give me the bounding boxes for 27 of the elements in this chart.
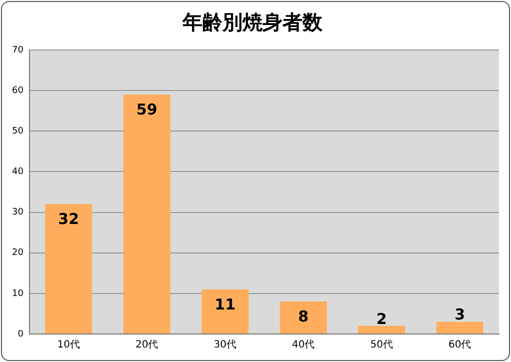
x-tick-label: 60代 xyxy=(448,340,472,351)
y-tick-label: 40 xyxy=(12,167,24,178)
y-tick-label: 50 xyxy=(12,126,24,136)
x-tick-label: 10代 xyxy=(57,340,80,351)
x-tick-label: 40代 xyxy=(292,340,315,351)
bar xyxy=(202,289,249,334)
data-label: 2 xyxy=(376,310,387,328)
data-label: 59 xyxy=(136,100,158,119)
y-tick-label: 10 xyxy=(12,288,24,299)
x-tick-label: 30代 xyxy=(214,340,236,351)
bar xyxy=(45,204,92,334)
y-tick-label: 20 xyxy=(12,248,24,258)
bar xyxy=(280,302,327,334)
data-label: 11 xyxy=(214,295,236,314)
data-label: 32 xyxy=(58,210,80,228)
x-tick-label: 20代 xyxy=(135,340,158,351)
data-label: 8 xyxy=(298,307,309,326)
chart-title: 年齢別焼身者数 xyxy=(182,10,324,34)
y-tick-label: 0 xyxy=(18,329,24,340)
bar xyxy=(123,94,170,334)
y-tick-label: 70 xyxy=(12,45,24,56)
bar xyxy=(436,322,484,334)
y-tick-label: 30 xyxy=(12,208,24,218)
y-tick-label: 60 xyxy=(12,86,24,96)
x-tick-label: 50代 xyxy=(370,340,393,351)
data-label: 3 xyxy=(454,306,466,324)
bar xyxy=(358,326,406,334)
